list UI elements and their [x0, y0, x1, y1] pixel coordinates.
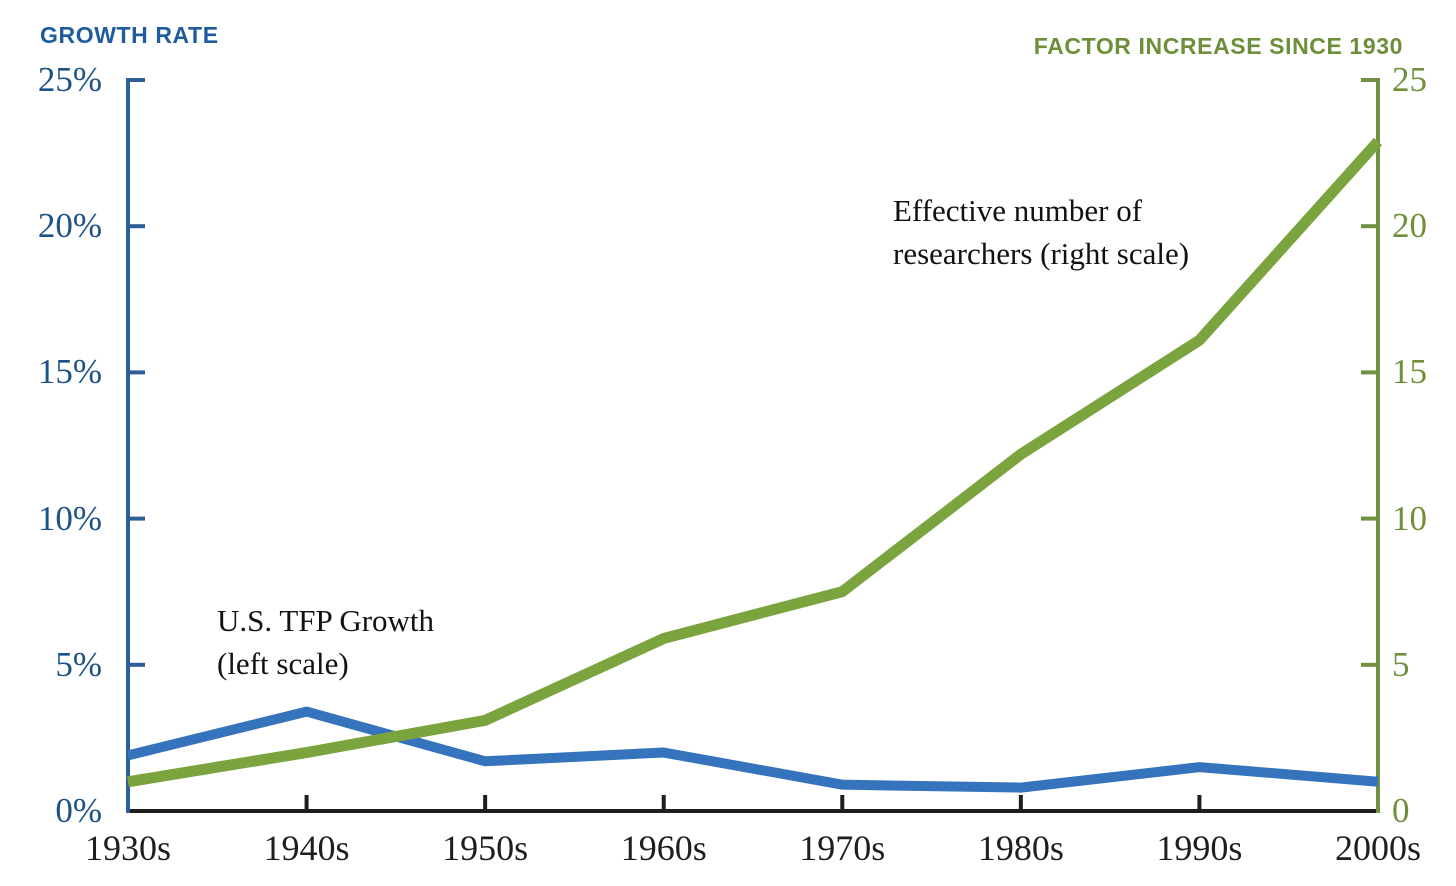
annotation-researchers-line2: researchers (right scale)	[893, 236, 1190, 271]
x-axis-tick-label: 1990s	[1156, 828, 1243, 868]
right-axis-tick-label: 25	[1392, 60, 1427, 99]
annotation-tfp-line2: (left scale)	[217, 646, 349, 681]
left-axis-tick-label: 0%	[55, 791, 102, 830]
left-axis-tick	[126, 516, 145, 521]
left-axis-tick	[126, 224, 145, 229]
right-axis-tick-label: 5	[1392, 644, 1410, 684]
left-axis-tick-label: 15%	[37, 352, 102, 392]
left-axis-tick-label: 5%	[55, 644, 102, 684]
left-axis-line	[126, 78, 130, 813]
right-axis-tick-label: 10	[1392, 498, 1427, 538]
annotation-researchers-line1: Effective number of	[893, 193, 1143, 228]
x-axis-tick	[1197, 795, 1202, 809]
right-axis-tick	[1361, 78, 1380, 82]
x-axis-tick-label: 2000s	[1334, 828, 1421, 868]
x-axis-tick	[1018, 795, 1023, 809]
annotation-tfp-growth: U.S. TFP Growth (left scale)	[217, 599, 434, 685]
x-axis-tick-label: 1940s	[263, 828, 350, 868]
x-axis-tick-label: 1950s	[442, 828, 529, 868]
x-axis-tick-label: 1930s	[84, 828, 171, 868]
right-axis-tick	[1361, 516, 1380, 521]
right-axis-tick-label: 0	[1392, 791, 1410, 830]
x-axis-tick	[304, 795, 309, 809]
series-line-left-scale	[126, 706, 1379, 793]
right-axis-tick-label: 20	[1392, 206, 1427, 246]
right-axis-tick-label: 15	[1392, 352, 1427, 392]
left-axis-tick-label: 20%	[37, 206, 102, 246]
left-axis-title: GROWTH RATE	[40, 22, 219, 48]
left-axis-tick-label: 25%	[37, 60, 102, 99]
left-axis-tick	[126, 78, 145, 82]
left-axis-tick	[126, 662, 145, 667]
x-axis-tick	[483, 795, 488, 809]
x-axis-tick	[661, 795, 666, 809]
right-axis-line	[1376, 78, 1380, 813]
right-axis-tick	[1361, 370, 1380, 375]
x-axis-tick-label: 1960s	[620, 828, 707, 868]
x-axis-tick	[840, 795, 845, 809]
right-axis-tick	[1361, 224, 1380, 229]
left-axis-tick	[126, 370, 145, 375]
right-axis-tick	[1361, 662, 1380, 667]
series-line-right-scale	[127, 137, 1383, 788]
x-axis-line	[126, 809, 1380, 813]
annotation-tfp-line1: U.S. TFP Growth	[217, 603, 435, 638]
x-axis-tick-label: 1980s	[977, 828, 1064, 868]
right-axis-title: FACTOR INCREASE SINCE 1930	[1033, 33, 1403, 59]
left-axis-tick-label: 10%	[37, 498, 102, 538]
x-axis-tick-label: 1970s	[799, 828, 886, 868]
annotation-researchers: Effective number of researchers (right s…	[893, 189, 1189, 275]
